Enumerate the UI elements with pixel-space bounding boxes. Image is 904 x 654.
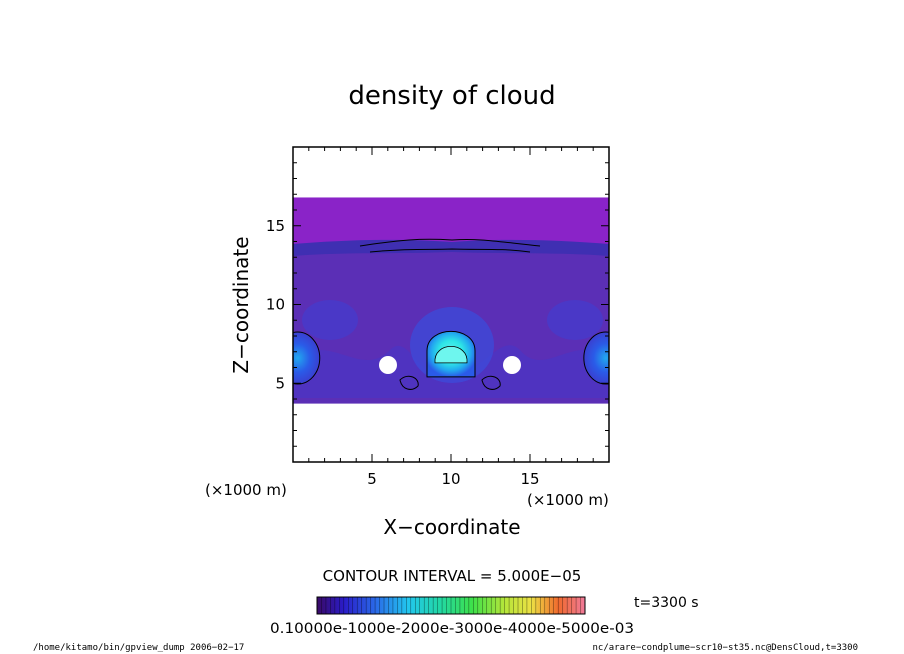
clear-air-above [293,147,609,198]
x-axis-label: X−coordinate [383,515,520,539]
time-label: t=3300 s [634,595,699,611]
plot-area [293,147,609,462]
cloud-upper-layer [293,197,609,250]
chart-title: density of cloud [348,81,555,111]
footer-right: nc/arare−condplume−scr10−st35.nc@DensClo… [592,643,858,653]
y-tick-label: 10 [266,296,285,314]
y-tick-label: 15 [266,217,285,235]
axis-ticks [293,147,609,462]
faint-blob-left [302,300,358,340]
x-axis-unit: (×1000 m) [527,491,609,509]
clear-hole-right [503,356,521,374]
colorbar-tick-labels: 0.10000e-1000e-2000e-3000e-4000e-5000e-0… [270,621,634,637]
contour-line-upper-2 [369,248,531,253]
faint-blob-right [547,300,603,340]
y-axis-unit: (×1000 m) [205,481,287,499]
cloud-core-center [426,330,476,378]
x-tick-label: 10 [441,470,460,488]
y-axis-label: Z−coordinate [229,236,253,373]
cloud-core-left [293,331,321,385]
contour-line-upper [359,238,541,247]
x-tick-label: 5 [367,470,377,488]
clear-hole-left [379,356,397,374]
x-tick-label: 15 [520,470,539,488]
colorbar-ticks [321,597,581,614]
y-tick-label: 5 [275,374,285,392]
contour-line-small-left [399,375,419,390]
clear-air-below [293,403,609,462]
contour-line-small-right [481,375,501,390]
contour-interval-text: CONTOUR INTERVAL = 5.000E−05 [323,567,582,585]
cloud-core-right [583,331,609,385]
footer-left: /home/kitamo/bin/gpview_dump 2006−02−17 [33,643,244,653]
